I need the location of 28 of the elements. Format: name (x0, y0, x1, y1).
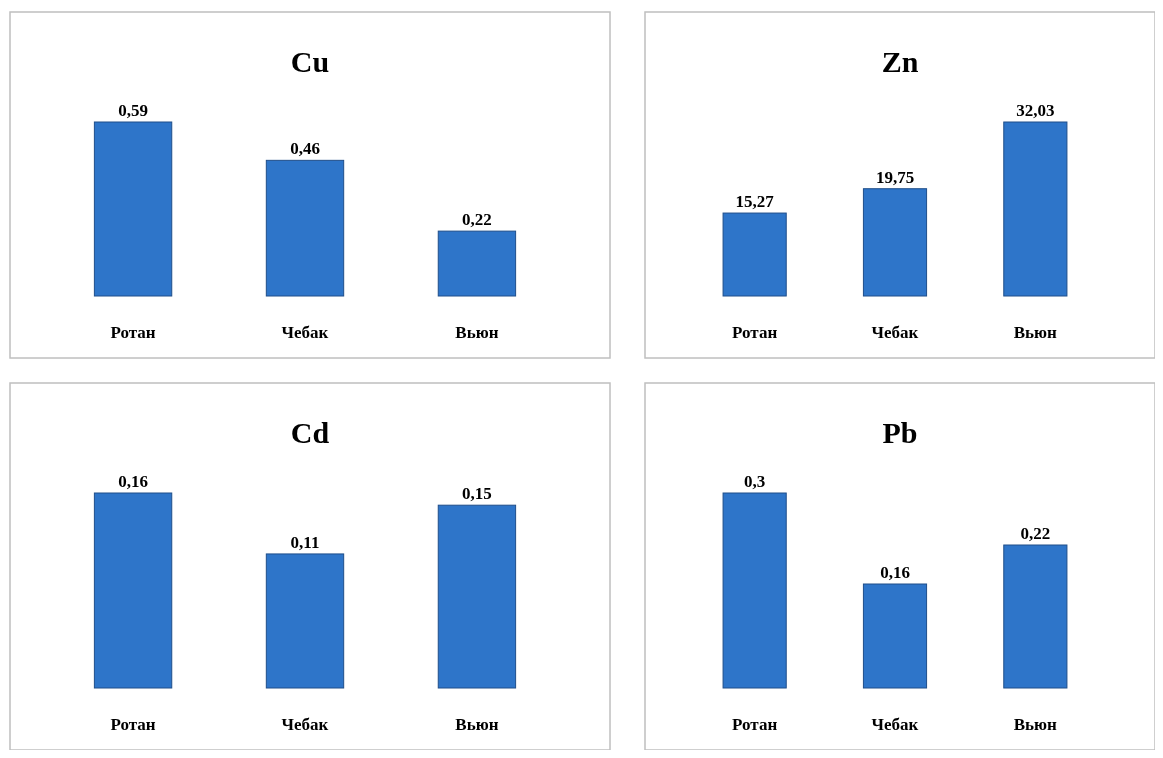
data-label: 0,16 (880, 563, 910, 582)
chart-title: Cu (290, 45, 330, 78)
data-label: 0,15 (462, 484, 492, 504)
x-tick-label: Ротан (732, 715, 778, 734)
x-tick-label: Чебак (281, 323, 329, 342)
x-tick-label: Чебак (281, 715, 329, 734)
data-label: 0,11 (290, 532, 320, 552)
data-label: 0,16 (118, 472, 148, 491)
x-tick-label: Вьюн (1013, 323, 1058, 342)
chart-title: Pb (882, 416, 918, 449)
data-label: 15,27 (735, 192, 775, 212)
data-label: 0,22 (462, 210, 492, 230)
data-label: 0,3 (744, 472, 766, 491)
data-label: 0,46 (290, 139, 320, 159)
data-label: 32,03 (1016, 101, 1055, 120)
x-tick-label: Ротан (110, 323, 156, 342)
x-tick-label: Вьюн (455, 715, 499, 734)
x-tick-label: Вьюн (455, 323, 499, 342)
x-tick-label: Вьюн (1013, 715, 1058, 734)
x-tick-label: Чебак (871, 323, 919, 342)
x-tick-label: Ротан (732, 323, 778, 342)
x-tick-label: Ротан (110, 715, 156, 734)
chart-title: Cd (290, 416, 330, 449)
data-label: 0,59 (118, 101, 148, 120)
data-label: 19,75 (875, 167, 915, 187)
x-tick-label: Чебак (871, 715, 919, 734)
data-label: 0,22 (1020, 524, 1051, 543)
chart-title: Zn (881, 45, 919, 78)
